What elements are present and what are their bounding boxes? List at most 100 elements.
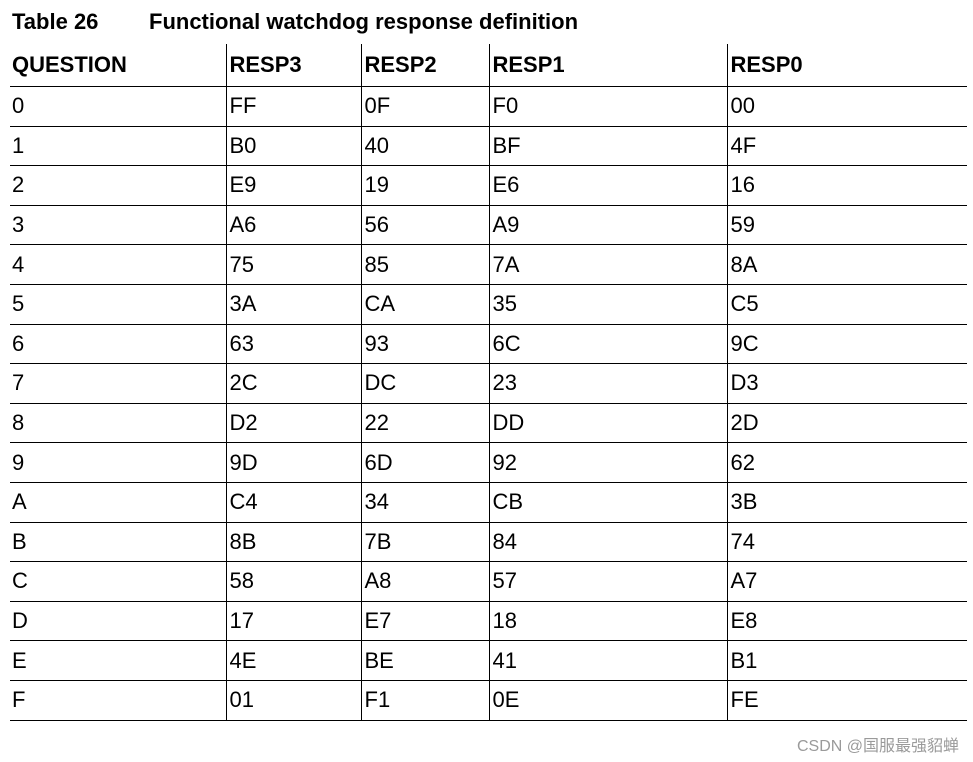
table-row: 5 3A CA 35 C5	[10, 284, 967, 325]
resp2-cell: 93	[360, 324, 489, 365]
resp3-cell: A6	[225, 205, 361, 246]
resp1-cell: 6C	[488, 324, 727, 365]
table-number: Table 26	[12, 9, 99, 34]
resp3-cell: D2	[225, 403, 361, 444]
question-cell: 8	[10, 403, 226, 444]
table-row: 7 2C DC 23 D3	[10, 363, 967, 404]
resp3-cell: 63	[225, 324, 361, 365]
resp3-cell: 4E	[225, 640, 361, 681]
resp1-cell: 41	[488, 640, 727, 681]
table-row: 4 75 85 7A 8A	[10, 244, 967, 285]
resp1-cell: 84	[488, 522, 727, 563]
column-header-resp2: RESP2	[360, 44, 489, 87]
resp2-cell: DC	[360, 363, 489, 404]
resp2-cell: A8	[360, 561, 489, 602]
question-cell: 0	[10, 86, 226, 127]
table-row: A C4 34 CB 3B	[10, 482, 967, 523]
question-cell: C	[10, 561, 226, 602]
question-cell: A	[10, 482, 226, 523]
table-row: 0 FF 0F F0 00	[10, 86, 967, 127]
resp3-cell: 17	[225, 601, 361, 642]
resp3-cell: 01	[225, 680, 361, 721]
table-row: C 58 A8 57 A7	[10, 561, 967, 602]
question-cell: 4	[10, 244, 226, 285]
table-row: 9 9D 6D 92 62	[10, 442, 967, 483]
resp1-cell: 92	[488, 442, 727, 483]
resp1-cell: CB	[488, 482, 727, 523]
resp0-cell: B1	[726, 640, 967, 681]
question-cell: F	[10, 680, 226, 721]
resp2-cell: 7B	[360, 522, 489, 563]
resp0-cell: 00	[726, 86, 967, 127]
resp3-cell: 2C	[225, 363, 361, 404]
question-cell: 7	[10, 363, 226, 404]
resp2-cell: 6D	[360, 442, 489, 483]
column-header-resp3: RESP3	[225, 44, 361, 87]
resp0-cell: A7	[726, 561, 967, 602]
table-row: 2 E9 19 E6 16	[10, 165, 967, 206]
question-cell: 6	[10, 324, 226, 365]
resp2-cell: 19	[360, 165, 489, 206]
resp3-cell: FF	[225, 86, 361, 127]
column-header-resp1: RESP1	[488, 44, 727, 87]
resp2-cell: CA	[360, 284, 489, 325]
resp3-cell: 8B	[225, 522, 361, 563]
resp2-cell: 40	[360, 126, 489, 167]
resp0-cell: 8A	[726, 244, 967, 285]
resp2-cell: F1	[360, 680, 489, 721]
table-row: D 17 E7 18 E8	[10, 601, 967, 642]
resp1-cell: 35	[488, 284, 727, 325]
question-cell: 2	[10, 165, 226, 206]
question-cell: 9	[10, 442, 226, 483]
resp2-cell: E7	[360, 601, 489, 642]
table-header-row: QUESTION RESP3 RESP2 RESP1 RESP0	[10, 44, 967, 87]
resp0-cell: FE	[726, 680, 967, 721]
resp3-cell: 58	[225, 561, 361, 602]
resp1-cell: 0E	[488, 680, 727, 721]
resp1-cell: 7A	[488, 244, 727, 285]
resp3-cell: 9D	[225, 442, 361, 483]
table-title: Functional watchdog response definition	[149, 9, 579, 34]
resp1-cell: E6	[488, 165, 727, 206]
column-header-resp0: RESP0	[726, 44, 967, 87]
resp0-cell: E8	[726, 601, 967, 642]
resp0-cell: 4F	[726, 126, 967, 167]
table-row: B 8B 7B 84 74	[10, 522, 967, 563]
resp1-cell: A9	[488, 205, 727, 246]
resp1-cell: 57	[488, 561, 727, 602]
resp0-cell: 62	[726, 442, 967, 483]
table-row: E 4E BE 41 B1	[10, 640, 967, 681]
table-row: 3 A6 56 A9 59	[10, 205, 967, 246]
resp0-cell: 16	[726, 165, 967, 206]
resp0-cell: 9C	[726, 324, 967, 365]
resp2-cell: 0F	[360, 86, 489, 127]
resp2-cell: 34	[360, 482, 489, 523]
table-row: F 01 F1 0E FE	[10, 680, 967, 721]
resp0-cell: D3	[726, 363, 967, 404]
resp1-cell: DD	[488, 403, 727, 444]
column-header-question: QUESTION	[10, 44, 226, 87]
table-body: 0 FF 0F F0 00 1 B0 40 BF 4F 2 E9 19 E6 16 3 A6 56 A9 59 4 75 8…	[10, 86, 967, 721]
watchdog-response-table: QUESTION RESP3 RESP2 RESP1 RESP0 0 FF 0F F0…	[10, 44, 967, 721]
resp1-cell: F0	[488, 86, 727, 127]
resp0-cell: 59	[726, 205, 967, 246]
watermark: CSDN @国服最强貂蝉	[796, 738, 959, 755]
resp3-cell: E9	[225, 165, 361, 206]
resp2-cell: BE	[360, 640, 489, 681]
resp1-cell: 18	[488, 601, 727, 642]
resp3-cell: B0	[225, 126, 361, 167]
table-row: 1 B0 40 BF 4F	[10, 126, 967, 167]
resp1-cell: 23	[488, 363, 727, 404]
resp3-cell: 75	[225, 244, 361, 285]
question-cell: D	[10, 601, 226, 642]
resp2-cell: 56	[360, 205, 489, 246]
resp2-cell: 85	[360, 244, 489, 285]
resp2-cell: 22	[360, 403, 489, 444]
resp3-cell: 3A	[225, 284, 361, 325]
question-cell: B	[10, 522, 226, 563]
table-row: 8 D2 22 DD 2D	[10, 403, 967, 444]
resp1-cell: BF	[488, 126, 727, 167]
resp0-cell: 74	[726, 522, 967, 563]
question-cell: 3	[10, 205, 226, 246]
resp0-cell: 2D	[726, 403, 967, 444]
